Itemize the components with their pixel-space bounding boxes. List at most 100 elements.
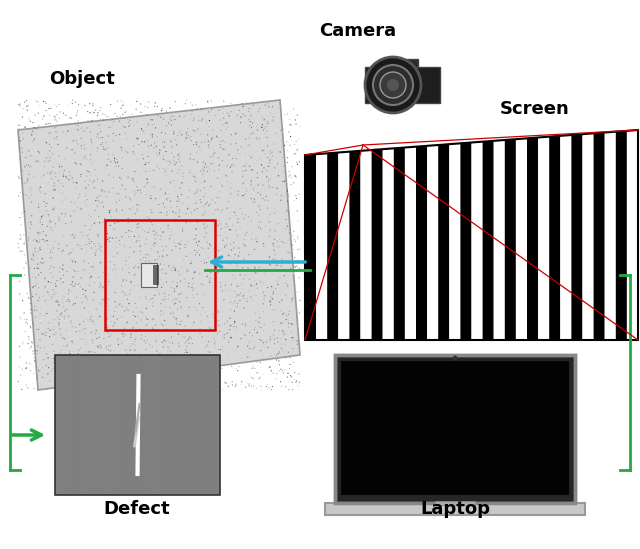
Point bbox=[29, 302, 40, 311]
Point bbox=[76, 283, 86, 292]
Point bbox=[128, 307, 138, 316]
Point bbox=[31, 325, 42, 334]
Point bbox=[46, 367, 56, 376]
Point bbox=[215, 180, 225, 188]
Point bbox=[212, 153, 223, 162]
Point bbox=[198, 350, 209, 358]
Point bbox=[134, 177, 144, 186]
Point bbox=[274, 348, 284, 356]
Point bbox=[76, 160, 86, 169]
Point bbox=[237, 377, 247, 386]
Point bbox=[142, 175, 152, 183]
Point bbox=[275, 273, 285, 282]
Point bbox=[112, 315, 122, 323]
Point bbox=[286, 328, 296, 337]
Point bbox=[247, 229, 257, 238]
Point bbox=[173, 194, 184, 203]
Point bbox=[28, 118, 38, 127]
Point bbox=[292, 135, 303, 144]
Point bbox=[41, 139, 51, 148]
Point bbox=[239, 304, 250, 312]
Point bbox=[94, 219, 104, 227]
Point bbox=[113, 365, 123, 373]
Point bbox=[276, 306, 286, 315]
Point bbox=[124, 118, 134, 127]
Point bbox=[260, 150, 270, 159]
Point bbox=[192, 204, 202, 213]
Point bbox=[38, 180, 49, 188]
Point bbox=[188, 339, 198, 348]
Point bbox=[171, 135, 181, 144]
Point bbox=[115, 300, 125, 309]
Point bbox=[51, 361, 61, 370]
Point bbox=[147, 310, 157, 318]
Point bbox=[166, 216, 176, 225]
Point bbox=[72, 283, 83, 292]
Point bbox=[141, 313, 151, 322]
Point bbox=[128, 175, 138, 183]
Point bbox=[94, 244, 104, 253]
Point bbox=[80, 266, 90, 274]
Point bbox=[184, 133, 195, 142]
Point bbox=[285, 371, 296, 380]
Point bbox=[252, 169, 262, 177]
Point bbox=[219, 114, 229, 123]
Point bbox=[156, 262, 166, 271]
Point bbox=[130, 346, 140, 355]
Point bbox=[116, 96, 127, 105]
Point bbox=[102, 381, 112, 390]
Point bbox=[26, 366, 36, 375]
Point bbox=[100, 294, 111, 302]
Point bbox=[15, 169, 26, 177]
Point bbox=[43, 169, 53, 177]
Point bbox=[147, 361, 157, 370]
Point bbox=[21, 191, 31, 200]
Point bbox=[128, 109, 138, 118]
Point bbox=[86, 149, 96, 158]
Point bbox=[88, 144, 98, 153]
Point bbox=[258, 194, 268, 203]
Point bbox=[23, 383, 33, 392]
Point bbox=[201, 229, 211, 238]
Point bbox=[121, 107, 131, 115]
Point bbox=[62, 101, 72, 110]
Point bbox=[43, 151, 53, 160]
Point bbox=[230, 380, 241, 389]
Point bbox=[276, 196, 286, 205]
Point bbox=[183, 378, 193, 387]
Point bbox=[206, 135, 216, 144]
Polygon shape bbox=[472, 142, 483, 340]
Point bbox=[83, 144, 93, 153]
Point bbox=[252, 368, 262, 377]
Point bbox=[126, 333, 136, 342]
Point bbox=[164, 334, 174, 343]
Point bbox=[40, 237, 51, 245]
Point bbox=[223, 177, 233, 186]
Point bbox=[182, 204, 193, 213]
Point bbox=[239, 294, 250, 303]
Point bbox=[169, 287, 179, 296]
Point bbox=[268, 117, 278, 126]
Point bbox=[165, 178, 175, 187]
Bar bbox=[141, 263, 157, 287]
Point bbox=[276, 296, 287, 305]
Point bbox=[281, 239, 291, 248]
Point bbox=[235, 130, 245, 138]
Point bbox=[180, 125, 191, 134]
Point bbox=[25, 344, 35, 352]
Point bbox=[282, 153, 292, 162]
Point bbox=[75, 327, 85, 335]
Point bbox=[131, 299, 141, 308]
Point bbox=[118, 362, 128, 371]
Point bbox=[223, 338, 234, 346]
Point bbox=[35, 293, 45, 302]
Point bbox=[214, 153, 224, 162]
Point bbox=[174, 342, 184, 351]
Point bbox=[156, 310, 166, 319]
Point bbox=[268, 116, 278, 125]
Point bbox=[24, 233, 34, 242]
Point bbox=[61, 326, 72, 335]
Point bbox=[28, 292, 38, 301]
Point bbox=[60, 374, 70, 383]
Point bbox=[159, 336, 169, 345]
